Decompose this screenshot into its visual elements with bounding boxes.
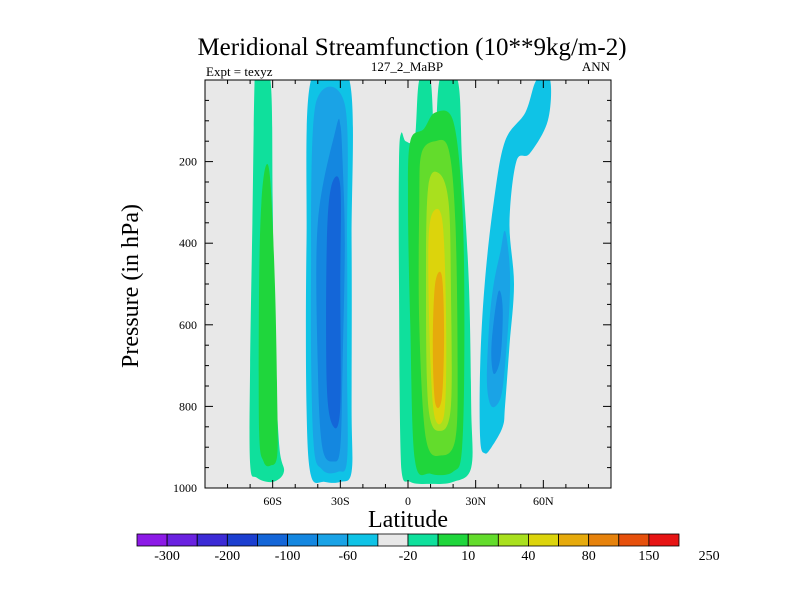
y-tick-label: 600 bbox=[179, 318, 197, 332]
northern-ferrel-negative-cell-level-3 bbox=[491, 290, 503, 375]
plot-area: 60S 30S 0 30N 60N 200 400 600 800 1000 bbox=[173, 79, 612, 508]
x-tick-label: 30N bbox=[465, 494, 486, 508]
southern-polar-positive-cell-level-2 bbox=[258, 163, 278, 467]
colorbar-swatch bbox=[528, 533, 559, 547]
colorbar-swatch bbox=[497, 533, 529, 547]
colorbar-swatch bbox=[317, 533, 349, 547]
season-label: ANN bbox=[582, 59, 611, 74]
colorbar-tick-label: 40 bbox=[521, 549, 535, 564]
southern-polar-positive-cell bbox=[249, 80, 285, 483]
colorbar-swatch bbox=[136, 533, 168, 547]
hadley-positive-cell-level-6 bbox=[432, 271, 445, 409]
colorbar-tick-label: -60 bbox=[338, 549, 357, 564]
colorbar-swatch bbox=[377, 533, 409, 547]
colorbar-tick-label: -100 bbox=[275, 549, 301, 564]
y-tick-label: 1000 bbox=[173, 481, 197, 495]
southern-ferrel-negative-cell-level-4 bbox=[326, 176, 341, 429]
colorbar-tick-label: -20 bbox=[399, 549, 418, 564]
x-tick-label: 60S bbox=[263, 494, 282, 508]
y-tick-label: 800 bbox=[179, 399, 197, 413]
colorbar-tick-label: 150 bbox=[638, 549, 659, 564]
chart-title: Meridional Streamfunction (10**9kg/m-2) bbox=[197, 34, 626, 61]
y-tick-label: 400 bbox=[179, 236, 197, 250]
x-tick-label: 60N bbox=[533, 494, 554, 508]
colorbar: -300 -200 -100 -60 -20 10 40 80 150 250 bbox=[136, 533, 720, 564]
run-label: 127_2_MaBP bbox=[371, 59, 443, 74]
colorbar-tick-label: -200 bbox=[214, 549, 240, 564]
hadley-positive-cell bbox=[398, 80, 473, 484]
x-axis-label: Latitude bbox=[368, 507, 448, 533]
colorbar-tick-label: 80 bbox=[582, 549, 596, 564]
colorbar-swatch bbox=[166, 533, 198, 547]
experiment-label: Expt = texyz bbox=[206, 64, 273, 79]
colorbar-tick-label: 10 bbox=[461, 549, 475, 564]
colorbar-tick-label: 250 bbox=[699, 549, 720, 564]
colorbar-swatch bbox=[287, 533, 319, 547]
colorbar-swatch bbox=[648, 533, 680, 547]
axis-ticks: 60S 30S 0 30N 60N 200 400 600 800 1000 bbox=[173, 80, 611, 508]
contour-cells bbox=[249, 80, 552, 484]
y-axis-label: Pressure (in hPa) bbox=[118, 204, 144, 368]
colorbar-swatch bbox=[407, 533, 439, 547]
colorbar-swatch bbox=[196, 533, 228, 547]
colorbar-swatch bbox=[226, 533, 258, 547]
colorbar-swatch bbox=[347, 533, 379, 547]
x-tick-label: 0 bbox=[405, 494, 411, 508]
colorbar-swatch bbox=[618, 533, 650, 547]
northern-ferrel-negative-cell bbox=[479, 80, 552, 454]
southern-ferrel-negative-cell bbox=[305, 80, 353, 484]
colorbar-swatch bbox=[437, 533, 469, 547]
colorbar-swatch bbox=[467, 533, 499, 547]
colorbar-tick-label: -300 bbox=[154, 549, 180, 564]
colorbar-swatch bbox=[558, 533, 590, 547]
x-tick-label: 30S bbox=[331, 494, 350, 508]
colorbar-swatch bbox=[257, 533, 288, 547]
y-tick-label: 200 bbox=[179, 155, 197, 169]
colorbar-swatch bbox=[588, 533, 620, 547]
